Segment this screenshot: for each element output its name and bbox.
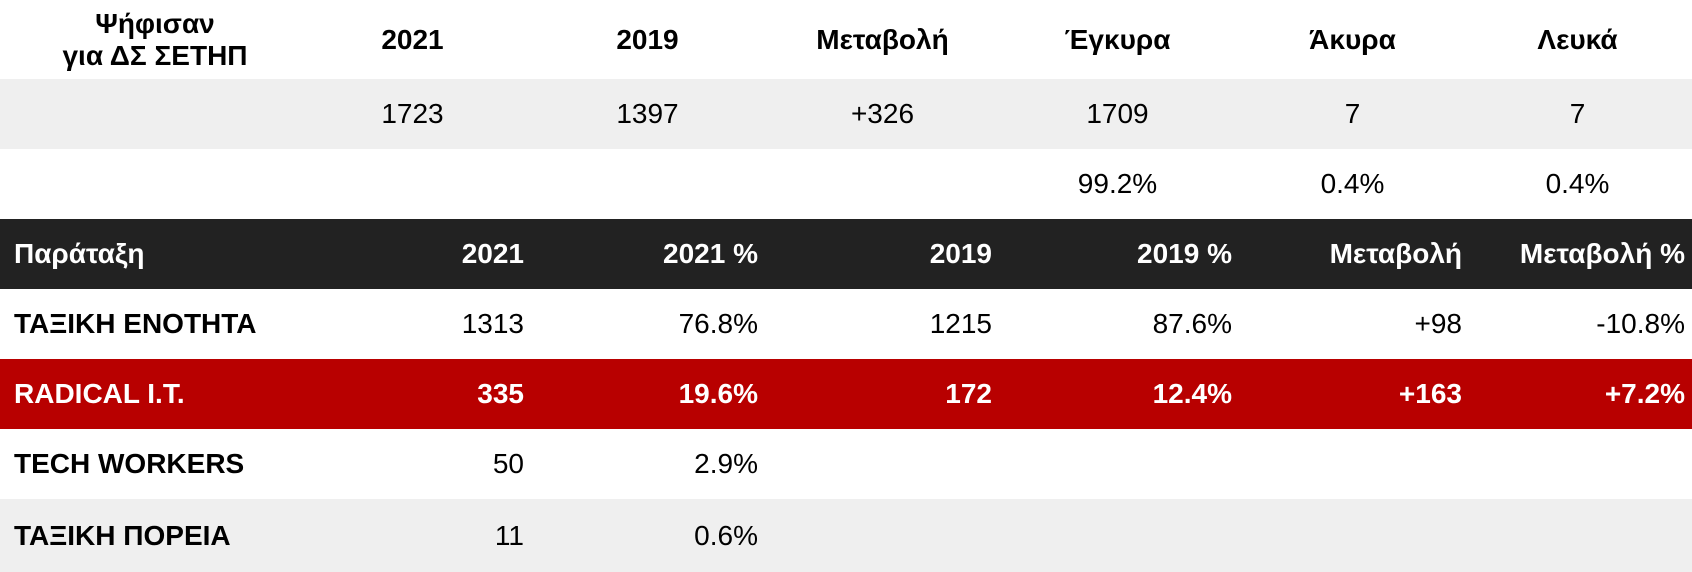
turnout-title-line-2: για ΔΣ ΣΕΤΗΠ <box>62 39 248 71</box>
results-header-change: Μεταβολή <box>1329 238 1462 269</box>
table-row: ΤΑΞΙΚΗ ΕΝΟΤΗΤΑ 1313 76.8% 1215 87.6% +98… <box>0 289 1692 359</box>
turnout-header-change: Μεταβολή <box>816 23 949 55</box>
turnout-count-2019: 1397 <box>616 98 679 129</box>
percent-2021: 19.6% <box>678 378 758 409</box>
turnout-count-valid: 1709 <box>1086 98 1149 129</box>
turnout-percent-invalid: 0.4% <box>1320 168 1385 199</box>
percent-2021: 76.8% <box>678 308 758 339</box>
results-header-2019-percent: 2019 % <box>1137 238 1232 269</box>
votes-change: +98 <box>1414 308 1463 339</box>
votes-change: +163 <box>1398 378 1462 409</box>
turnout-count-invalid: 7 <box>1344 98 1361 129</box>
votes-2019: 172 <box>945 378 992 409</box>
results-header-row: Παράταξη 2021 2021 % 2019 2019 % Μεταβολ… <box>0 219 1692 289</box>
percent-2019: 12.4% <box>1152 378 1232 409</box>
results-header-2021-percent: 2021 % <box>663 238 758 269</box>
turnout-count-change: +326 <box>850 98 915 129</box>
table-row-highlighted: RADICAL I.T. 335 19.6% 172 12.4% +163 +7… <box>0 359 1692 429</box>
percent-2019: 87.6% <box>1152 308 1232 339</box>
turnout-title: Ψήφισαν για ΔΣ ΣΕΤΗΠ <box>0 0 310 79</box>
faction-name: ΤΑΞΙΚΗ ΕΝΟΤΗΤΑ <box>14 308 257 339</box>
turnout-percent-row: 99.2% 0.4% 0.4% <box>0 149 1692 219</box>
turnout-percent-valid: 99.2% <box>1077 168 1158 199</box>
results-header-2019: 2019 <box>929 238 992 269</box>
turnout-header-blank: Λευκά <box>1537 23 1618 55</box>
results-header-2021: 2021 <box>461 238 524 269</box>
votes-2021: 1313 <box>461 308 524 339</box>
turnout-header-invalid: Άκυρα <box>1309 23 1396 55</box>
results-header-change-percent: Μεταβολή % <box>1519 238 1685 269</box>
turnout-header-2019: 2019 <box>616 23 679 55</box>
votes-2019: 1215 <box>929 308 992 339</box>
turnout-count-2021: 1723 <box>381 98 444 129</box>
turnout-title-line-1: Ψήφισαν <box>95 7 215 39</box>
turnout-header-valid: Έγκυρα <box>1064 23 1171 55</box>
table-row: ΤΑΞΙΚΗ ΠΟΡΕΙΑ 11 0.6% <box>0 499 1692 572</box>
percent-2021: 2.9% <box>694 448 758 479</box>
votes-2021: 50 <box>492 448 524 479</box>
votes-2021: 11 <box>494 519 524 551</box>
turnout-percent-blank: 0.4% <box>1545 168 1610 199</box>
turnout-count-blank: 7 <box>1569 98 1586 129</box>
percent-2021: 0.6% <box>694 519 758 551</box>
votes-2021: 335 <box>477 378 524 409</box>
percent-change: -10.8% <box>1596 308 1685 339</box>
turnout-count-row: 1723 1397 +326 1709 7 7 <box>0 79 1692 149</box>
turnout-header-row: Ψήφισαν για ΔΣ ΣΕΤΗΠ 2021 2019 Μεταβολή … <box>0 0 1692 79</box>
faction-name: ΤΑΞΙΚΗ ΠΟΡΕΙΑ <box>14 519 231 551</box>
results-header-faction: Παράταξη <box>14 238 145 269</box>
turnout-header-2021: 2021 <box>381 23 444 55</box>
table-row: TECH WORKERS 50 2.9% <box>0 429 1692 499</box>
percent-change: +7.2% <box>1604 378 1685 409</box>
faction-name: RADICAL I.T. <box>14 378 185 409</box>
faction-name: TECH WORKERS <box>14 448 245 479</box>
